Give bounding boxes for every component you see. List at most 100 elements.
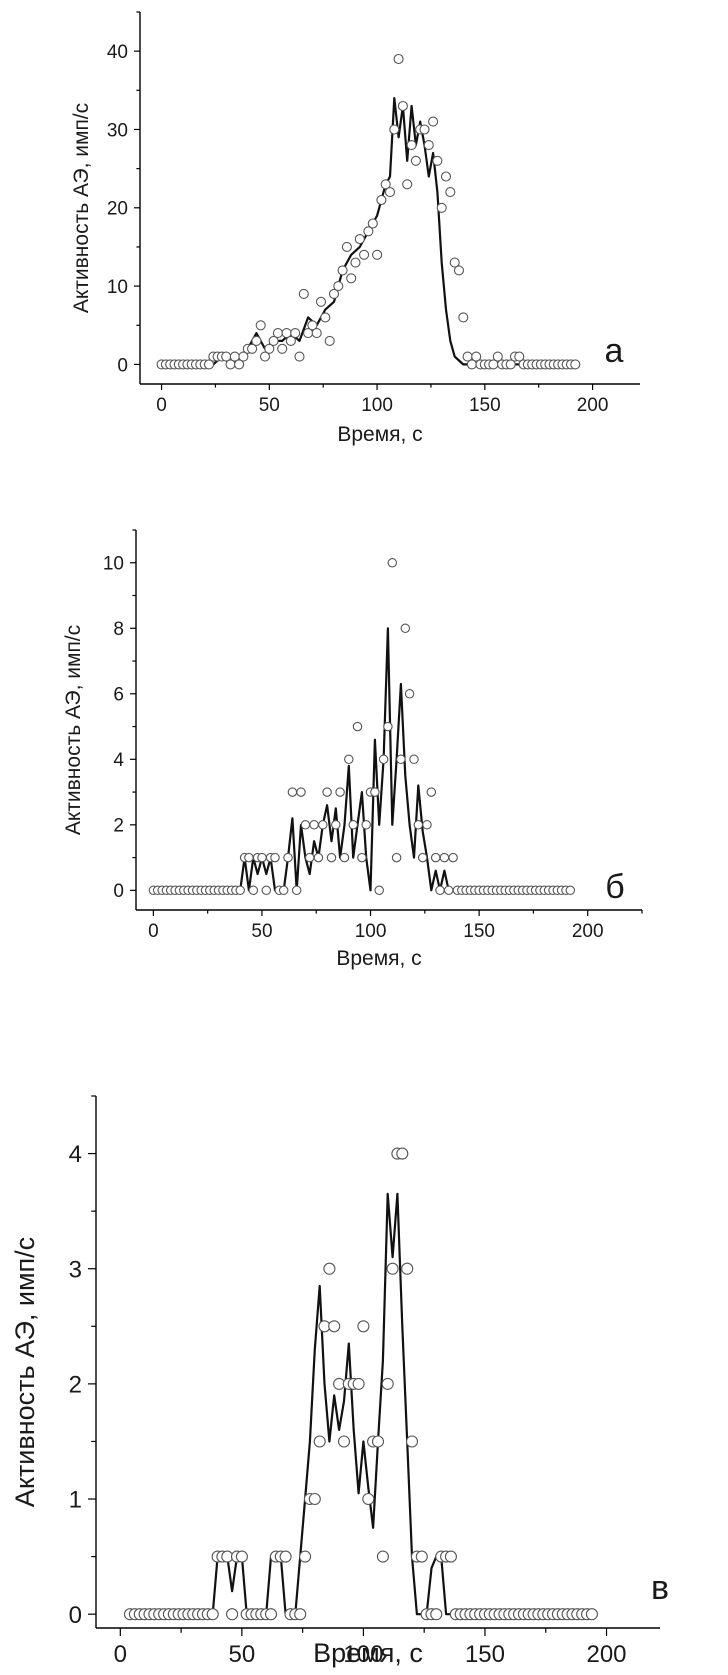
- y-tick-label: 2: [113, 816, 124, 837]
- data-point: [307, 320, 318, 331]
- y-axis-label: Активность АЭ, имп/с: [10, 1237, 40, 1507]
- data-point: [322, 787, 332, 797]
- data-point: [415, 1550, 428, 1563]
- y-tick-label: 3: [69, 1256, 82, 1283]
- data-point: [391, 852, 402, 863]
- data-point: [397, 100, 408, 112]
- data-point: [376, 194, 387, 206]
- panel-letter: а: [605, 332, 624, 370]
- chart-panel-b: 0 50 100 150 200 0 2 4 6 8 10 Время, с Активность…: [62, 529, 643, 970]
- x-ticks: 0 50 100 150 200: [114, 1628, 627, 1668]
- data-point: [323, 1262, 336, 1275]
- data-point: [471, 351, 482, 362]
- y-tick-label: 30: [107, 120, 128, 141]
- data-point: [294, 1608, 307, 1621]
- data-point: [440, 171, 452, 182]
- data-point: [287, 787, 298, 797]
- data-point: [315, 296, 327, 307]
- y-tick-label: 1: [69, 1487, 82, 1514]
- data-point: [417, 852, 428, 863]
- data-point: [393, 53, 404, 65]
- data-point: [341, 241, 352, 252]
- series-line: [130, 1192, 592, 1616]
- data-point: [384, 187, 396, 198]
- data-point: [444, 1550, 457, 1563]
- data-point: [374, 885, 384, 896]
- data-point: [362, 1492, 375, 1506]
- data-point: [401, 1262, 414, 1275]
- data-point: [449, 257, 460, 268]
- data-point: [326, 852, 337, 863]
- data-point: [445, 187, 456, 198]
- data-point: [299, 1550, 312, 1563]
- data-point: [311, 328, 322, 339]
- data-point: [318, 820, 328, 830]
- data-point: [409, 754, 419, 765]
- data-point: [402, 179, 413, 190]
- data-point: [308, 1492, 321, 1506]
- data-point: [376, 1550, 389, 1563]
- y-tick-label: 0: [113, 881, 124, 902]
- data-point: [422, 820, 432, 830]
- y-tick-label: 20: [107, 199, 128, 220]
- data-point: [294, 351, 305, 362]
- x-tick-label: 100: [361, 395, 393, 416]
- data-point: [354, 234, 365, 245]
- chart-panel-a: 0 50 100 150 200 0 10 20 30 40 Время, с Активнос…: [70, 11, 640, 446]
- data-point: [410, 155, 421, 166]
- data-point: [367, 218, 378, 229]
- data-point: [352, 721, 363, 732]
- data-point: [324, 335, 335, 346]
- x-tick-label: 50: [229, 1641, 256, 1668]
- x-tick-label: 50: [251, 921, 272, 942]
- chart-panel-c: 0 50 100 150 200 0 1 2 3 4 Время, с Активность А…: [10, 1095, 669, 1668]
- x-tick-label: 0: [114, 1641, 127, 1668]
- y-tick-label: 4: [69, 1141, 82, 1168]
- data-point: [279, 1550, 292, 1563]
- y-ticks: 0 10 20 30 40: [107, 11, 140, 376]
- data-point: [238, 351, 249, 362]
- data-point: [505, 359, 516, 370]
- data-point: [257, 852, 267, 863]
- data-point: [453, 265, 465, 276]
- data-point: [357, 1320, 370, 1333]
- data-point: [206, 1608, 219, 1621]
- data-point: [400, 623, 411, 634]
- x-axis-label: Время, с: [336, 947, 421, 970]
- data-point: [404, 689, 415, 699]
- y-tick-label: 40: [107, 42, 128, 63]
- data-point: [344, 754, 354, 765]
- data-point: [291, 885, 302, 896]
- x-tick-label: 50: [259, 395, 280, 416]
- data-point: [430, 1608, 443, 1621]
- x-tick-label: 150: [463, 921, 495, 942]
- data-point: [335, 787, 345, 797]
- y-ticks: 0 1 2 3 4: [69, 1095, 96, 1629]
- data-point: [363, 226, 374, 237]
- data-point: [383, 721, 393, 732]
- data-point: [283, 852, 293, 863]
- data-point: [348, 820, 358, 830]
- y-tick-label: 0: [117, 355, 128, 376]
- data-point: [235, 1550, 248, 1563]
- data-point: [248, 885, 259, 896]
- x-tick-label: 0: [156, 395, 167, 416]
- y-axis-label: Активность АЭ, имп/с: [70, 103, 93, 313]
- data-point: [350, 257, 361, 268]
- data-point: [328, 288, 340, 299]
- data-point: [413, 820, 424, 830]
- panel-letter: в: [651, 1569, 669, 1607]
- x-ticks: 0 50 100 150 200: [156, 384, 608, 416]
- data-point: [370, 787, 380, 797]
- y-axis-label: Активность АЭ, имп/с: [62, 625, 85, 835]
- data-marks: [156, 53, 581, 370]
- x-tick-label: 200: [572, 921, 604, 942]
- data-point: [357, 852, 367, 863]
- data-point: [339, 852, 350, 863]
- data-point: [259, 351, 271, 362]
- data-point: [387, 558, 398, 568]
- data-point: [337, 1435, 351, 1448]
- data-point: [448, 852, 458, 863]
- data-point: [359, 249, 370, 260]
- x-tick-label: 150: [469, 395, 501, 416]
